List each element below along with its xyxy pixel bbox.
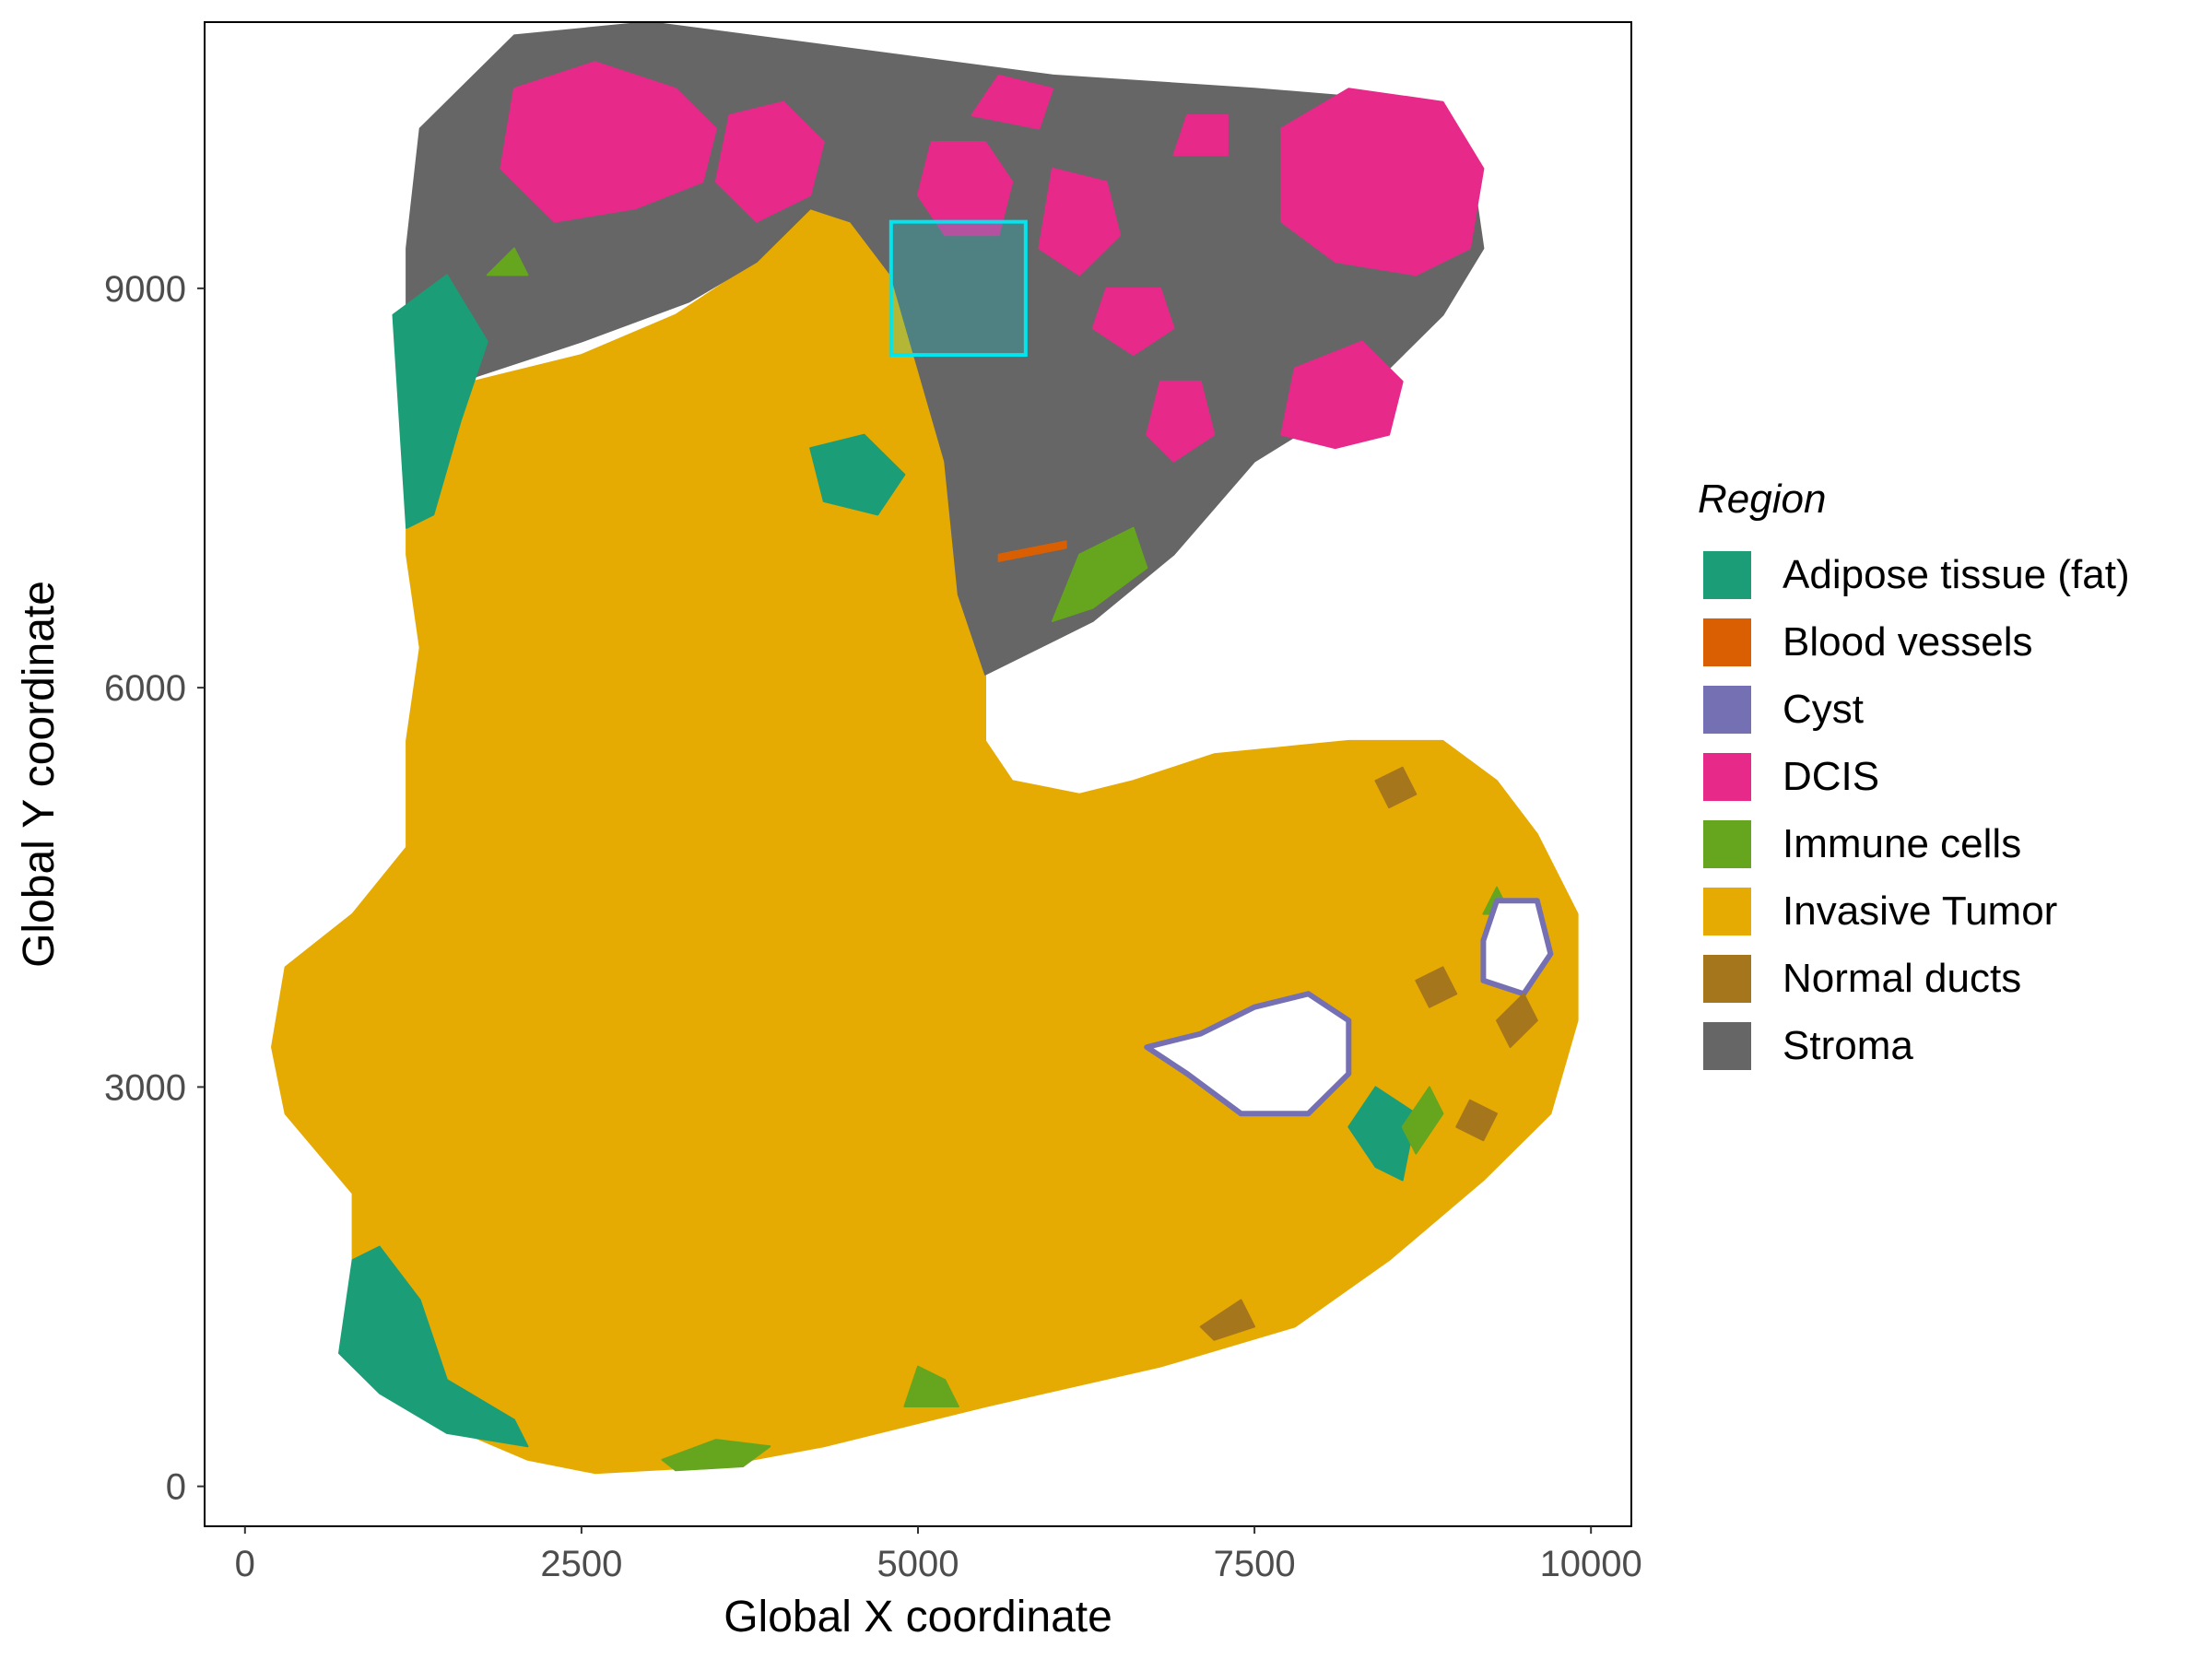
region-dcis-7 [1280,340,1404,450]
region-dcis-10 [971,74,1053,130]
region-normal-ducts-24 [1415,966,1458,1008]
legend-label-stroma: Stroma [1783,1023,1913,1068]
legend-label-immune-cells: Immune cells [1783,821,2021,866]
region-normal-ducts-26 [1455,1099,1498,1142]
y-axis-title: Global Y coordinate [15,581,64,968]
legend-label-invasive-tumor: Invasive Tumor [1783,888,2057,934]
region-immune-cells-18 [903,1365,959,1407]
region-immune-cells-19 [1401,1086,1444,1155]
legend-label-blood-vessels: Blood vessels [1783,619,2032,665]
region-normal-ducts-28 [1199,1299,1256,1341]
region-dcis-5 [917,141,1014,237]
region-immune-cells-16 [1052,526,1148,622]
legend-label-normal-ducts: Normal ducts [1783,956,2021,1001]
legend-title: Region [1698,477,1826,522]
region-normal-ducts-27 [1374,766,1418,809]
regions-layer [271,22,1579,1475]
region-adipose-tissue-fat-13 [338,1245,529,1448]
legend-swatch-invasive-tumor [1703,888,1751,935]
region-adipose-tissue-fat-15 [1347,1086,1418,1182]
legend-swatch-stroma [1703,1022,1751,1070]
region-immune-cells-17 [661,1439,771,1472]
x-axis: 0 2500 5000 7500 10000 [235,1526,1642,1584]
x-tick-label-0: 0 [235,1544,255,1584]
region-blood-vessels-29 [997,540,1067,562]
region-dcis-11 [1172,114,1229,157]
x-tick-label-1: 2500 [540,1544,622,1584]
region-normal-ducts-25 [1496,993,1538,1049]
region-dcis-4 [1280,88,1485,276]
y-tick-label-1: 3000 [104,1067,186,1108]
y-tick-label-3: 9000 [104,269,186,310]
region-immune-cells-21 [486,247,529,276]
highlight-layer [888,219,1028,358]
region-cyst-22 [1144,991,1352,1117]
x-tick-label-3: 7500 [1214,1544,1296,1584]
x-tick-label-2: 5000 [877,1544,959,1584]
legend-swatch-dcis [1703,753,1751,801]
legend-swatch-blood-vessels [1703,618,1751,666]
region-adipose-tissue-fat-12 [392,274,488,529]
plot-area [204,21,1632,1527]
highlight-box [888,219,1028,358]
x-axis-title: Global X coordinate [724,1593,1112,1641]
legend-swatch-cyst [1703,686,1751,734]
legend-entries: Adipose tissue (fat) Blood vessels Cyst DCI… [1703,551,2130,1070]
region-dcis-8 [1146,380,1216,463]
region-cyst-23 [1480,898,1554,997]
legend-swatch-adipose-tissue-fat [1703,551,1751,599]
region-dcis-3 [714,100,825,223]
legend-label-adipose-tissue-fat: Adipose tissue (fat) [1783,552,2130,597]
region-adipose-tissue-fat-14 [809,433,906,516]
legend: Region Adipose tissue (fat) Blood vessels… [1698,477,2130,1070]
y-tick-label-2: 6000 [104,668,186,709]
y-axis: 0 3000 6000 9000 [104,269,205,1508]
legend-label-dcis: DCIS [1783,754,1879,799]
region-dcis-9 [1091,287,1175,357]
x-tick-label-4: 10000 [1540,1544,1642,1584]
region-dcis-2 [500,61,717,223]
legend-swatch-immune-cells [1703,820,1751,868]
region-dcis-6 [1038,167,1122,276]
legend-swatch-normal-ducts [1703,955,1751,1003]
y-tick-label-0: 0 [166,1467,186,1508]
legend-label-cyst: Cyst [1783,687,1864,732]
